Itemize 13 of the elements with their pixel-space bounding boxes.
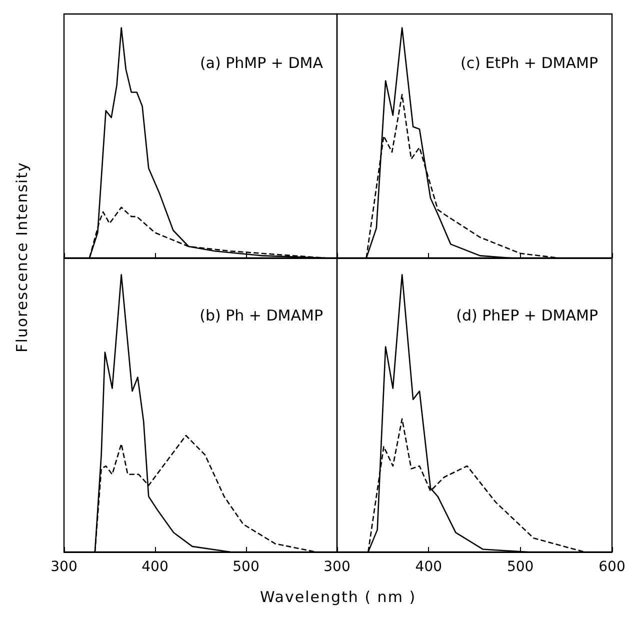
y-axis-title: Fluorescence Intensity	[13, 160, 31, 354]
annotation: (a) PhMP + DMA	[200, 54, 324, 72]
x-tick-label: 600	[598, 559, 626, 575]
x-tick-label: 300	[324, 559, 350, 575]
x-tick-label: 500	[506, 559, 534, 575]
annotation: (d) PhEP + DMAMP	[456, 306, 598, 324]
x-axis-title: Wavelength ( nm )	[258, 588, 418, 606]
x-tick-label: 400	[415, 559, 442, 575]
x-tick-label: 400	[142, 559, 168, 575]
annotation: (b) Ph + DMAMP	[200, 306, 324, 324]
x-tick-label: 500	[232, 559, 260, 575]
annotation: (c) EtPh + DMAMP	[460, 54, 598, 72]
x-tick-label: 300	[50, 559, 78, 575]
